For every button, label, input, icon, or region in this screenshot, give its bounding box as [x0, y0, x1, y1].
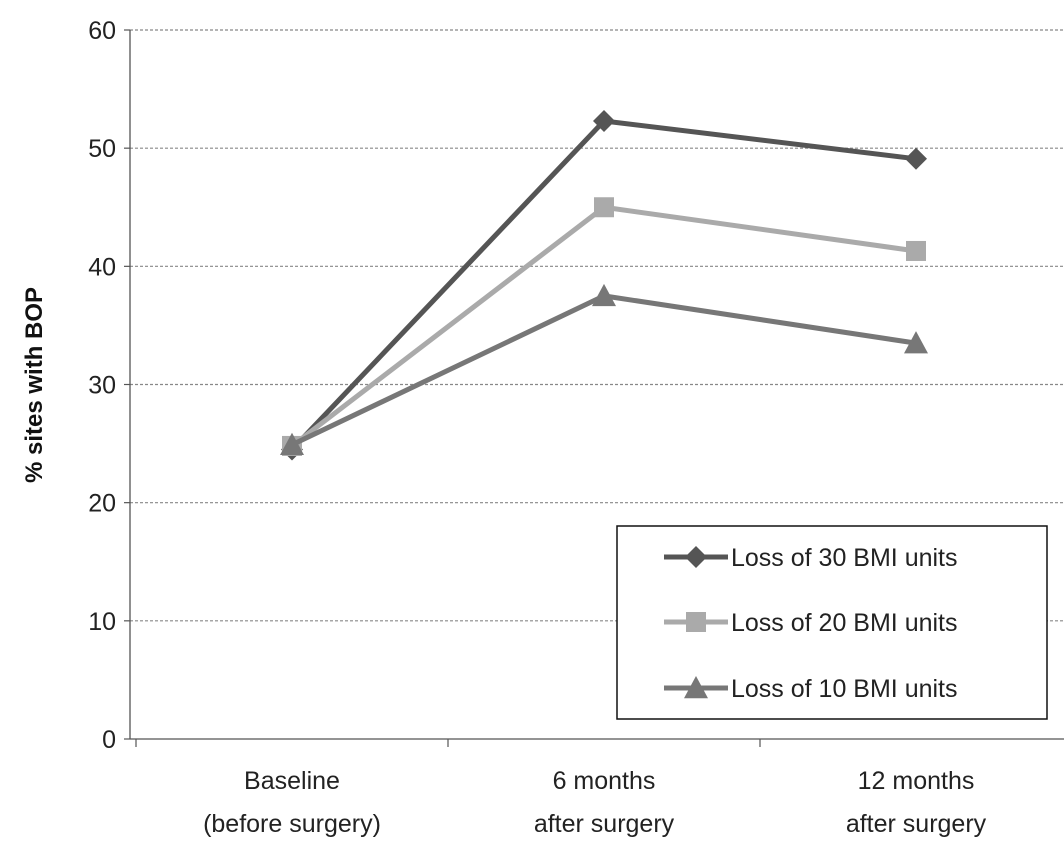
legend-marker [686, 612, 706, 632]
data-point [592, 283, 616, 307]
axes [124, 29, 1064, 747]
y-tick-label: 10 [88, 608, 116, 636]
y-tick-label: 30 [88, 372, 116, 400]
y-tick-label: 0 [102, 726, 116, 754]
grid-lines [130, 29, 1064, 622]
data-point [280, 432, 304, 455]
legend-marker [684, 676, 708, 699]
series-line [290, 293, 917, 448]
data-point [594, 197, 614, 218]
legend-item: Loss of 30 BMI units [664, 544, 958, 572]
x-tick-label-line2: (before surgery) [203, 810, 381, 838]
x-tick-label: 12 months [858, 767, 975, 795]
x-tick-labels: Baseline (before surgery) 6 months after su… [203, 767, 987, 838]
legend-item: Loss of 20 BMI units [664, 609, 958, 637]
x-tick-label-line2: after surgery [534, 810, 675, 838]
legend-label: Loss of 30 BMI units [731, 544, 958, 572]
data-point [905, 147, 927, 170]
y-tick-label: 60 [88, 17, 116, 45]
y-axis-title: % sites with BOP [21, 287, 48, 483]
legend: Loss of 30 BMI units Loss of 20 BMI units… [616, 525, 1048, 720]
series-3 [280, 283, 928, 455]
series-2 [282, 197, 926, 456]
y-tick-label: 50 [88, 135, 116, 163]
x-tick-label: 6 months [553, 767, 656, 795]
legend-label: Loss of 10 BMI units [731, 675, 958, 703]
data-point [593, 109, 615, 132]
data-point [906, 240, 926, 261]
legend-label: Loss of 20 BMI units [731, 609, 958, 637]
x-tick-label-line2: after surgery [846, 810, 987, 838]
y-tick-labels: 0 10 20 30 40 50 60 [88, 17, 116, 754]
data-point [904, 331, 928, 354]
legend-item: Loss of 10 BMI units [664, 675, 958, 703]
x-tick-label: Baseline [244, 767, 340, 795]
y-tick-label: 20 [88, 490, 116, 518]
series-lines [280, 109, 928, 461]
legend-marker [685, 546, 707, 568]
y-tick-label: 40 [88, 253, 116, 281]
